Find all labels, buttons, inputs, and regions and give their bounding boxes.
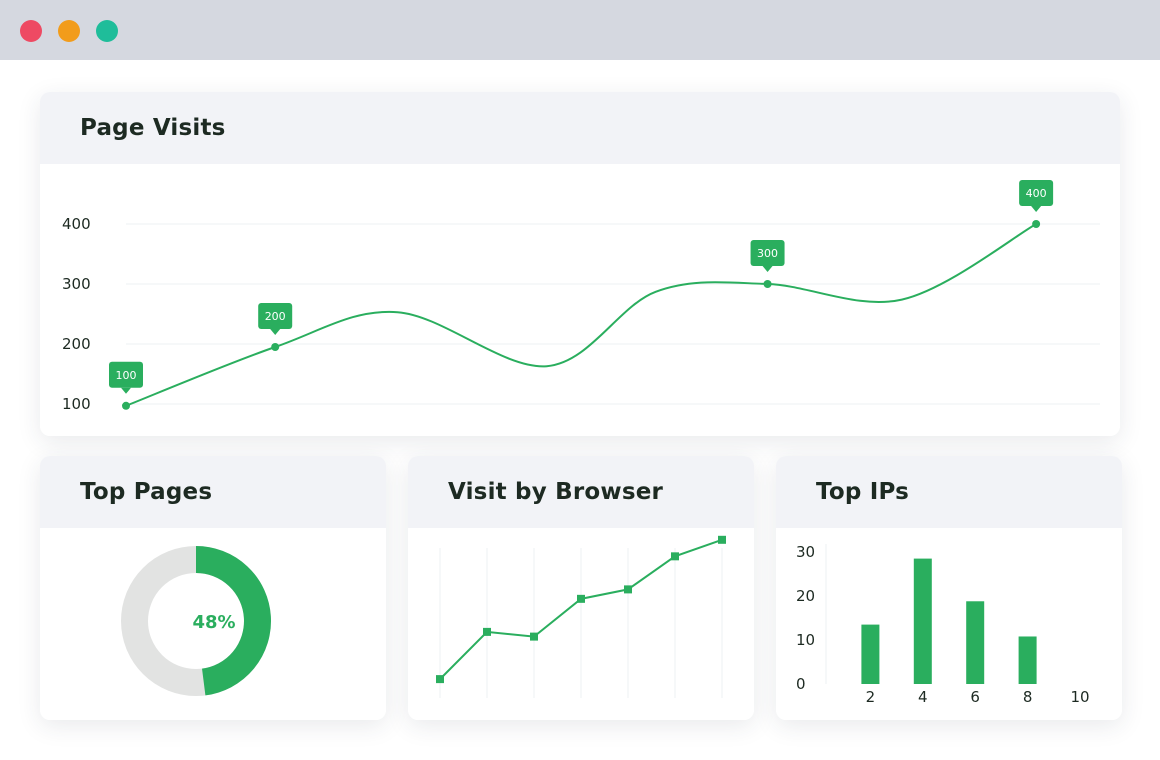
top-pages-body: 48% bbox=[40, 528, 386, 720]
y-tick-label: 200 bbox=[62, 335, 91, 353]
data-label-badge bbox=[109, 361, 143, 388]
page-visits-card: Page Visits 100 200 300 400 100 200 300 400 bbox=[40, 92, 1120, 436]
x-tick-label: 10 bbox=[1070, 688, 1089, 706]
data-label: 300 bbox=[757, 247, 778, 260]
data-point bbox=[577, 594, 585, 603]
y-tick-label: 10 bbox=[796, 631, 815, 649]
data-label-badge bbox=[258, 303, 293, 329]
visit-by-browser-title: Visit by Browser bbox=[448, 479, 664, 505]
top-pages-chart: 48% bbox=[121, 546, 271, 696]
data-label: 100 bbox=[116, 369, 137, 382]
top-ips-header: Top IPs bbox=[776, 456, 1122, 528]
page-visits-title: Page Visits bbox=[80, 115, 226, 141]
x-tick-label: 2 bbox=[866, 688, 876, 706]
y-tick-label: 100 bbox=[62, 395, 91, 413]
top-ips-card: Top IPs 0 10 20 30 2 4 6 8 10 bbox=[776, 456, 1122, 720]
x-tick-label: 8 bbox=[1023, 688, 1033, 706]
minimize-window-button[interactable] bbox=[58, 20, 80, 42]
bar bbox=[861, 624, 880, 684]
top-ips-chart: 0 10 20 30 2 4 6 8 10 bbox=[796, 543, 1090, 706]
data-label: 200 bbox=[265, 310, 286, 323]
visit-by-browser-chart bbox=[436, 535, 726, 698]
data-point bbox=[483, 627, 491, 636]
data-point bbox=[718, 535, 726, 544]
y-tick-label: 300 bbox=[62, 275, 91, 293]
data-point bbox=[671, 552, 679, 561]
data-point bbox=[624, 585, 632, 594]
dashboard: Page Visits 100 200 300 400 100 200 300 400 Top… bbox=[0, 60, 1160, 760]
page-visits-body: 100 200 300 400 100 200 300 400 bbox=[40, 164, 1120, 436]
data-point bbox=[436, 675, 444, 684]
data-point bbox=[530, 632, 538, 641]
top-ips-body: 0 10 20 30 2 4 6 8 10 bbox=[776, 528, 1122, 720]
bar bbox=[1018, 636, 1037, 684]
donut-slice bbox=[195, 546, 271, 696]
y-tick-label: 20 bbox=[796, 587, 815, 605]
data-label-pointer bbox=[1031, 206, 1042, 212]
data-point bbox=[763, 280, 772, 288]
top-pages-title: Top Pages bbox=[80, 479, 213, 505]
page-visits-header: Page Visits bbox=[40, 92, 1120, 164]
visit-by-browser-body bbox=[408, 528, 754, 720]
page-visits-line bbox=[125, 223, 1037, 407]
y-tick-label: 0 bbox=[796, 675, 806, 693]
maximize-window-button[interactable] bbox=[96, 20, 118, 42]
visit-by-browser-header: Visit by Browser bbox=[408, 456, 754, 528]
data-label: 400 bbox=[1026, 187, 1047, 200]
donut-center-label: 48% bbox=[192, 612, 235, 633]
bar bbox=[966, 601, 985, 684]
data-label-pointer bbox=[270, 329, 281, 335]
visit-by-browser-card: Visit by Browser bbox=[408, 456, 754, 720]
x-tick-label: 4 bbox=[918, 688, 928, 706]
y-tick-label: 30 bbox=[796, 543, 815, 561]
x-tick-label: 6 bbox=[970, 688, 980, 706]
close-window-button[interactable] bbox=[20, 20, 42, 42]
data-label-pointer bbox=[121, 387, 131, 394]
data-point bbox=[122, 401, 130, 410]
data-point bbox=[271, 343, 280, 351]
data-point bbox=[1032, 220, 1041, 228]
data-label-badge bbox=[1019, 180, 1054, 206]
data-label-pointer bbox=[762, 266, 773, 272]
y-tick-label: 400 bbox=[62, 215, 91, 233]
top-ips-title: Top IPs bbox=[816, 479, 910, 505]
bar bbox=[913, 558, 932, 684]
top-pages-header: Top Pages bbox=[40, 456, 386, 528]
data-label-badge bbox=[750, 240, 785, 266]
top-pages-card: Top Pages 48% bbox=[40, 456, 386, 720]
page-visits-chart: 100 200 300 400 100 200 300 400 bbox=[62, 180, 1100, 413]
window-titlebar bbox=[0, 0, 1160, 60]
